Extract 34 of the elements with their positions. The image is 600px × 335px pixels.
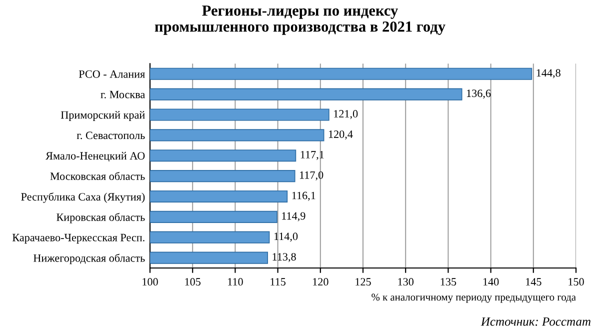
chart-title: Регионы-лидеры по индексу промышленного производства в 2021 году — [154, 6, 446, 35]
x-tick-label: 115 — [270, 278, 286, 286]
y-tick-label: Кировская область — [56, 212, 145, 224]
x-tick-label: 110 — [228, 278, 243, 286]
data-label: 117,0 — [300, 171, 324, 180]
y-tick-label: Ямало-Ненецкий АО — [46, 152, 145, 162]
data-label: 121,0 — [334, 110, 358, 120]
x-tick-label: 125 — [356, 278, 371, 286]
x-tick-label: 120 — [313, 278, 328, 286]
data-label: 117,1 — [300, 150, 324, 160]
data-label: 144,8 — [536, 69, 560, 78]
x-tick-label: 150 — [568, 278, 584, 286]
y-tick-label: г. Севастополь — [76, 132, 145, 140]
x-tick-label: 145 — [526, 278, 542, 286]
y-tick-label: Московская область — [50, 172, 145, 180]
data-label: 120,4 — [328, 130, 353, 140]
x-axis-title: % к аналогичному периоду предыдущего года — [372, 294, 576, 303]
x-tick-label: 130 — [398, 278, 414, 286]
data-label: 114,0 — [274, 232, 298, 242]
y-tick-label: Республика Саха (Якутия) — [21, 192, 145, 203]
y-tick-label: Карачаево-Черкесская Респ. — [12, 234, 144, 244]
x-tick-label: 100 — [142, 278, 158, 286]
x-tick-label: 105 — [185, 278, 200, 286]
data-label: 136,6 — [466, 90, 491, 99]
y-tick-label: Нижегородская область — [34, 254, 145, 264]
y-tick-label: Приморский край — [60, 110, 145, 121]
data-label: 113,8 — [272, 253, 296, 262]
data-label: 116,1 — [292, 192, 316, 201]
data-label: 114,9 — [282, 212, 306, 222]
y-tick-label: г. Москва — [100, 90, 145, 98]
x-tick-label: 135 — [440, 278, 456, 286]
y-tick-label: РСО - Алания — [78, 70, 145, 78]
text: Источник: Росстат — [480, 317, 590, 326]
x-tick-label: 140 — [483, 278, 499, 286]
